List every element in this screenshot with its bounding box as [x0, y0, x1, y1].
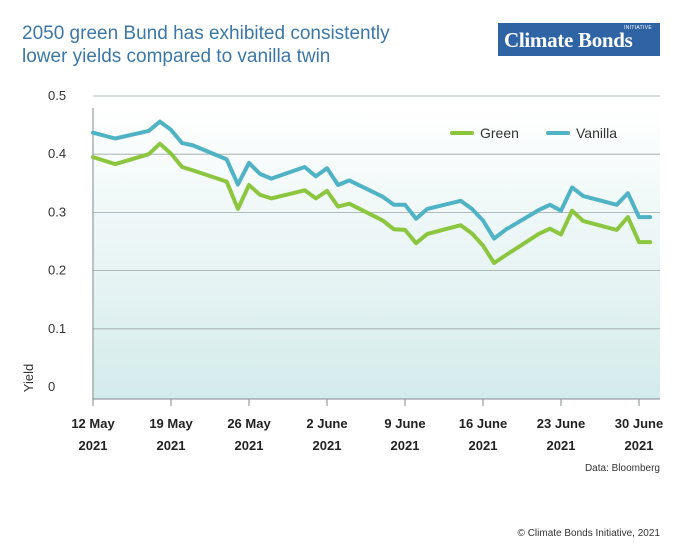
- legend: Green Vanilla: [450, 125, 617, 141]
- x-tick-year: 2021: [391, 438, 420, 453]
- y-tick-label: 0: [48, 379, 55, 394]
- y-tick-label: 0.3: [48, 204, 66, 219]
- x-tick-label: 2 June: [306, 416, 347, 431]
- x-tick-labels: 12 May 2021 19 May 2021 26 May 2021 2 June 2021…: [71, 416, 663, 453]
- x-tick-year: 2021: [157, 438, 186, 453]
- y-tick-label: 0.2: [48, 263, 66, 278]
- x-tick-label: 12 May: [71, 416, 115, 431]
- x-tick-label: 26 May: [227, 416, 271, 431]
- copyright: © Climate Bonds Initiative, 2021: [517, 528, 660, 539]
- x-tick-year: 2021: [79, 438, 108, 453]
- chart-title-line-2: lower yields compared to vanilla twin: [22, 46, 331, 67]
- gridlines: [93, 95, 660, 330]
- x-tick-label: 9 June: [384, 416, 425, 431]
- plot-area: [93, 108, 660, 399]
- logo-subtext: INITIATIVE: [624, 25, 652, 31]
- y-axis-label: Yield: [21, 364, 36, 392]
- chart-title: 2050 green Bund has exhibited consistent…: [22, 22, 442, 68]
- y-tick-label: 0.4: [48, 146, 66, 161]
- y-tick-label: 0.1: [48, 321, 66, 336]
- x-tick-year: 2021: [235, 438, 264, 453]
- x-tick-label: 16 June: [459, 416, 507, 431]
- climate-bonds-logo: INITIATIVE Climate Bonds: [498, 23, 660, 56]
- x-tick-label: 19 May: [149, 416, 193, 431]
- series-lines: [91, 119, 653, 265]
- y-tick-labels: 0 0.1 0.2 0.3 0.4 0.5: [48, 88, 66, 394]
- logo-text: Climate Bonds: [504, 28, 633, 52]
- legend-label-green: Green: [480, 125, 519, 141]
- y-tick-label: 0.5: [48, 88, 66, 103]
- series-line-vanilla: [91, 119, 653, 241]
- x-tick-label: 30 June: [615, 416, 663, 431]
- x-tick-year: 2021: [469, 438, 498, 453]
- legend-label-vanilla: Vanilla: [576, 125, 617, 141]
- x-tick-year: 2021: [547, 438, 576, 453]
- x-tick-label: 23 June: [537, 416, 585, 431]
- chart-title-line-1: 2050 green Bund has exhibited consistent…: [22, 23, 390, 44]
- x-tick-year: 2021: [313, 438, 342, 453]
- data-source: Data: Bloomberg: [584, 463, 660, 474]
- series-line-green: [91, 141, 653, 265]
- x-tick-year: 2021: [625, 438, 654, 453]
